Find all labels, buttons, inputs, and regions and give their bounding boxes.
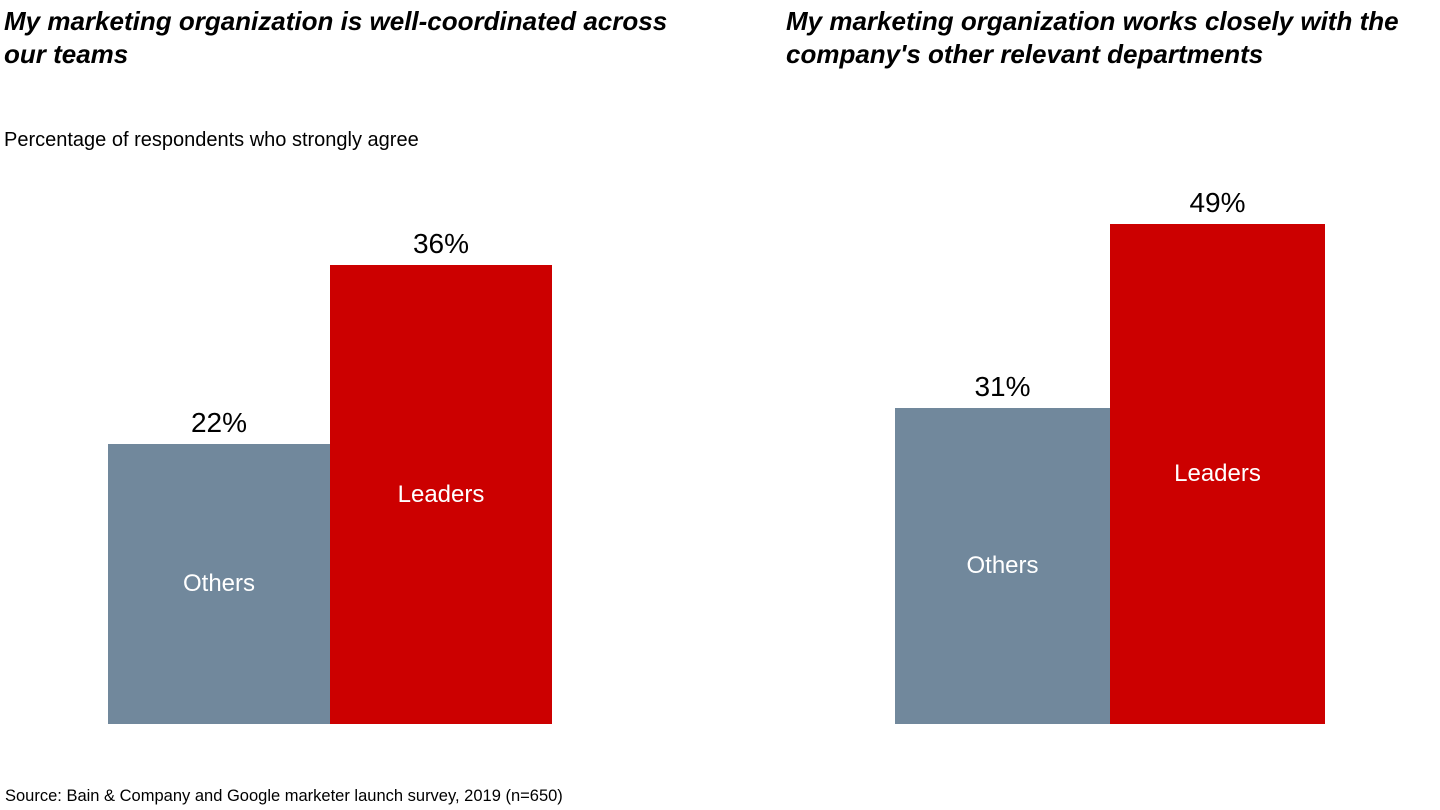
left-chart-plot: 22% Others 36% Leaders [0, 214, 660, 724]
value-label: 22% [190, 406, 248, 438]
value-label: 36% [412, 228, 470, 259]
bar-leaders: 49% Leaders [1110, 187, 1325, 724]
chart-subtitle: Percentage of respondents who strongly a… [4, 129, 419, 151]
source-note: Source: Bain & Company and Google market… [5, 787, 563, 805]
bar-leaders: 36% Leaders [330, 228, 552, 724]
category-label: Others [966, 551, 1039, 579]
category-label: Leaders [1174, 460, 1261, 488]
right-chart-plot: 31% Others 49% Leaders [780, 187, 1440, 724]
category-label: Others [182, 569, 256, 597]
left-chart-title: My marketing organization is well-coordi… [4, 6, 668, 69]
bar-others: 31% Others [895, 371, 1110, 724]
value-label: 31% [974, 370, 1031, 402]
bar-others: 22% Others [108, 407, 330, 724]
value-label: 49% [1189, 187, 1246, 219]
category-label: Leaders [397, 480, 485, 508]
right-chart-title: My marketing organization works closely … [786, 6, 1399, 69]
